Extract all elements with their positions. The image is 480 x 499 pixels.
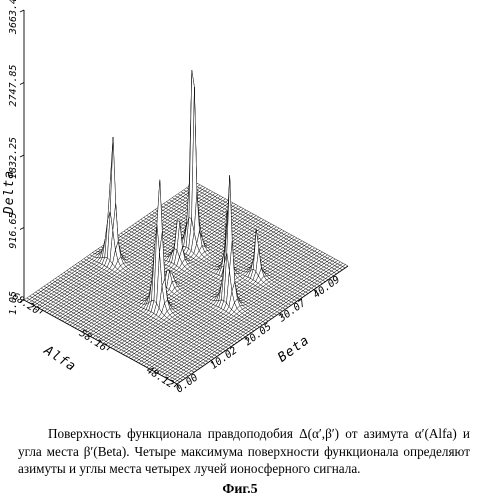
x-axis-title: Beta	[275, 333, 312, 366]
alfa-tick-mark	[107, 347, 110, 350]
z-tick-label: 2747.85	[8, 64, 19, 106]
caption-text: Поверхность функционала правдоподобия Δ(…	[18, 425, 470, 478]
z-tick-mark	[20, 155, 24, 157]
figure-caption: Поверхность функционала правдоподобия Δ(…	[18, 425, 470, 478]
figure-label: Фиг.5	[0, 482, 480, 498]
z-tick-mark	[20, 10, 24, 12]
y-axis-title: Alfa	[40, 343, 79, 375]
alfa-tick-mark	[40, 310, 43, 313]
z-tick-label: 3663.45	[8, 0, 19, 35]
surface-plot: 1.05916.651832.252747.853663.4548.1258.1…	[0, 0, 480, 420]
z-axis-title: Delta	[2, 170, 17, 215]
z-tick-label: 916.65	[8, 212, 19, 248]
z-tick-mark	[20, 228, 24, 230]
z-tick-mark	[20, 83, 24, 85]
